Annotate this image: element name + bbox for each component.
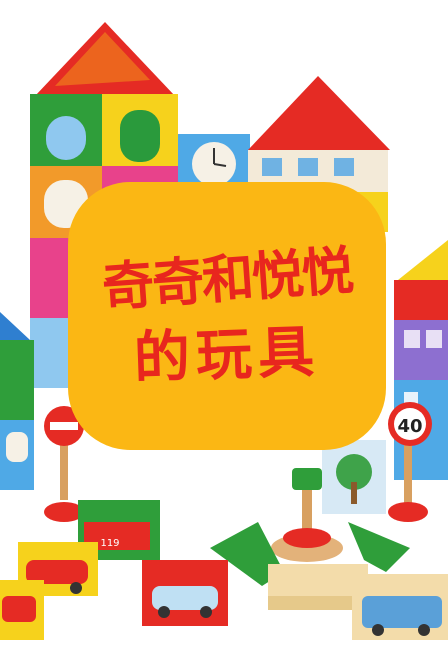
speed-limit-sign: 40 <box>388 402 432 522</box>
triangle-platform <box>210 522 410 610</box>
police-car-block <box>142 560 228 626</box>
fire-truck-number: 119 <box>100 538 119 549</box>
traffic-light-post <box>271 468 343 562</box>
yellow-car-block-2 <box>0 580 44 640</box>
title-card: 奇奇和悦悦 的玩具 <box>68 182 386 450</box>
left-edge-blocks <box>0 312 34 490</box>
speed-limit-label: 40 <box>397 416 422 437</box>
far-right-tower <box>394 240 448 480</box>
title-line-2: 的玩具 <box>132 319 322 392</box>
tree-block <box>322 440 386 514</box>
title-line-1: 奇奇和悦悦 <box>100 241 354 319</box>
bus-block <box>352 574 448 640</box>
